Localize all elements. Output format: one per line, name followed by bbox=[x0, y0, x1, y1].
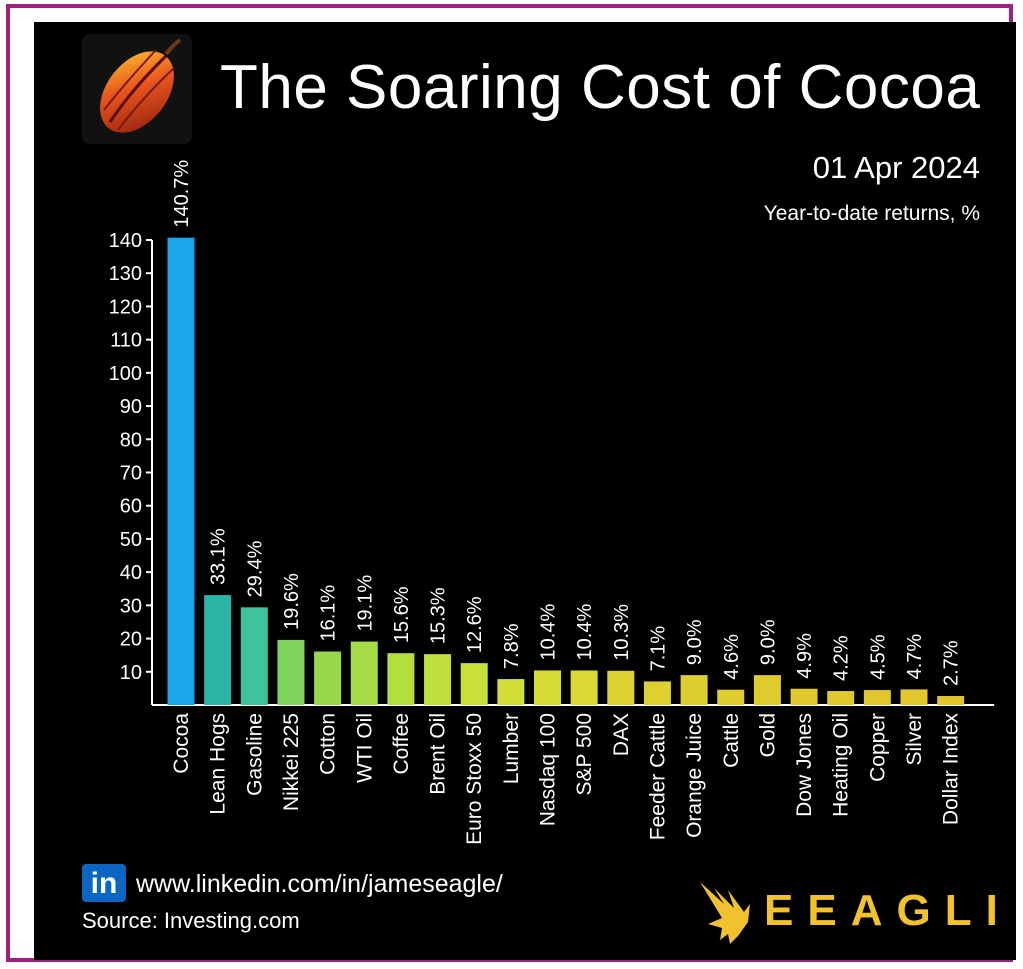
bar bbox=[350, 641, 378, 705]
category-label: Nasdaq 100 bbox=[537, 713, 560, 826]
chart-title: The Soaring Cost of Cocoa bbox=[220, 53, 981, 122]
category-label: S&P 500 bbox=[573, 713, 596, 796]
value-label: 7.8% bbox=[501, 623, 523, 669]
category-label: Heating Oil bbox=[830, 713, 853, 817]
y-tick-label: 70 bbox=[120, 463, 142, 485]
y-tick-label: 60 bbox=[120, 496, 142, 518]
bar bbox=[460, 663, 488, 705]
category-label: Cattle bbox=[720, 713, 743, 768]
value-label: 19.6% bbox=[281, 573, 303, 630]
y-tick-label: 10 bbox=[120, 662, 142, 684]
category-label: DAX bbox=[610, 713, 633, 756]
bar bbox=[570, 670, 598, 705]
value-label: 7.1% bbox=[647, 626, 669, 672]
y-tick-label: 40 bbox=[120, 562, 142, 584]
chart-subtitle: Year-to-date returns, % bbox=[763, 202, 980, 225]
bar bbox=[937, 696, 965, 705]
y-tick-label: 120 bbox=[109, 296, 142, 318]
category-label: Gold bbox=[756, 713, 779, 757]
bar bbox=[790, 688, 818, 705]
eagle-icon bbox=[700, 882, 750, 944]
value-label: 4.5% bbox=[867, 634, 889, 680]
value-label: 29.4% bbox=[244, 540, 266, 597]
y-tick-label: 140 bbox=[109, 230, 142, 252]
y-tick-label: 50 bbox=[120, 529, 142, 551]
category-labels: Cocoa Lean Hogs Gasoline Nikkei 225 Cotton WT… bbox=[170, 713, 963, 845]
y-tick-label: 100 bbox=[109, 363, 142, 385]
value-label: 9.0% bbox=[684, 619, 706, 665]
bar bbox=[863, 690, 891, 705]
category-label: Dollar Index bbox=[940, 713, 963, 826]
bar bbox=[387, 653, 415, 705]
cocoa-pod-icon bbox=[82, 34, 192, 144]
value-label: 19.1% bbox=[354, 575, 376, 632]
linkedin-url[interactable]: www.linkedin.com/in/jameseagle/ bbox=[136, 870, 503, 898]
linkedin-icon: in bbox=[82, 864, 126, 902]
category-label: Euro Stoxx 50 bbox=[463, 713, 486, 845]
bar bbox=[314, 651, 342, 705]
value-label: 15.6% bbox=[391, 586, 413, 643]
category-label: Copper bbox=[866, 713, 889, 782]
value-label: 10.3% bbox=[611, 604, 633, 661]
category-label: Nikkei 225 bbox=[280, 713, 303, 811]
category-label: Lumber bbox=[500, 713, 523, 784]
category-label: Dow Jones bbox=[793, 713, 816, 817]
value-label: 10.4% bbox=[538, 604, 560, 661]
brand-wordmark: EEAGLI bbox=[764, 886, 1012, 935]
category-label: Lean Hogs bbox=[207, 713, 230, 815]
chart-panel: The Soaring Cost of Cocoa 01 Apr 2024 Ye… bbox=[34, 22, 1016, 960]
value-label: 12.6% bbox=[464, 596, 486, 653]
value-label: 140.7% bbox=[171, 160, 193, 228]
value-label: 4.2% bbox=[831, 635, 853, 681]
bar bbox=[497, 679, 525, 705]
y-tick-label: 20 bbox=[120, 629, 142, 651]
value-label: 9.0% bbox=[757, 619, 779, 665]
bar bbox=[753, 675, 781, 705]
value-label: 33.1% bbox=[208, 528, 230, 585]
bar bbox=[240, 607, 268, 705]
category-label: Coffee bbox=[390, 713, 413, 775]
bar bbox=[827, 691, 855, 705]
category-label: Cocoa bbox=[170, 713, 193, 774]
category-label: Gasoline bbox=[243, 713, 266, 796]
chart-date: 01 Apr 2024 bbox=[812, 150, 980, 185]
value-label: 4.7% bbox=[904, 634, 926, 680]
value-label: 15.3% bbox=[428, 587, 450, 644]
bar-chart: 10 20 30 40 50 60 70 80 90 100 110 120 130 140 140.7%… bbox=[109, 160, 995, 845]
value-label: 16.1% bbox=[318, 585, 340, 642]
y-tick-label: 30 bbox=[120, 595, 142, 617]
category-label: Feeder Cattle bbox=[646, 713, 669, 840]
y-tick-label: 130 bbox=[109, 263, 142, 285]
category-label: WTI Oil bbox=[353, 713, 376, 783]
bar bbox=[717, 689, 745, 705]
category-label: Cotton bbox=[317, 713, 340, 775]
bar bbox=[424, 654, 452, 705]
value-label: 4.6% bbox=[721, 634, 743, 680]
bar bbox=[534, 670, 561, 705]
y-tick-label: 90 bbox=[120, 396, 142, 418]
bar bbox=[680, 675, 708, 705]
bar bbox=[643, 681, 671, 705]
source-note: Source: Investing.com bbox=[82, 908, 300, 933]
category-label: Silver bbox=[903, 713, 926, 766]
category-label: Brent Oil bbox=[427, 713, 450, 795]
y-tick-label: 110 bbox=[110, 330, 142, 352]
bar bbox=[607, 670, 635, 705]
value-labels: 140.7% 33.1% 29.4% 19.6% 16.1% 19.1% 15.6% 15.3… bbox=[171, 160, 963, 686]
bars bbox=[167, 237, 965, 706]
category-label: Orange Juice bbox=[683, 713, 706, 838]
bar bbox=[900, 689, 928, 705]
value-label: 10.4% bbox=[574, 604, 596, 661]
bar bbox=[204, 595, 232, 705]
bar bbox=[277, 639, 305, 705]
y-tick-label: 80 bbox=[120, 429, 142, 451]
value-label: 4.9% bbox=[794, 633, 816, 679]
value-label: 2.7% bbox=[941, 640, 963, 686]
bar bbox=[167, 237, 195, 706]
